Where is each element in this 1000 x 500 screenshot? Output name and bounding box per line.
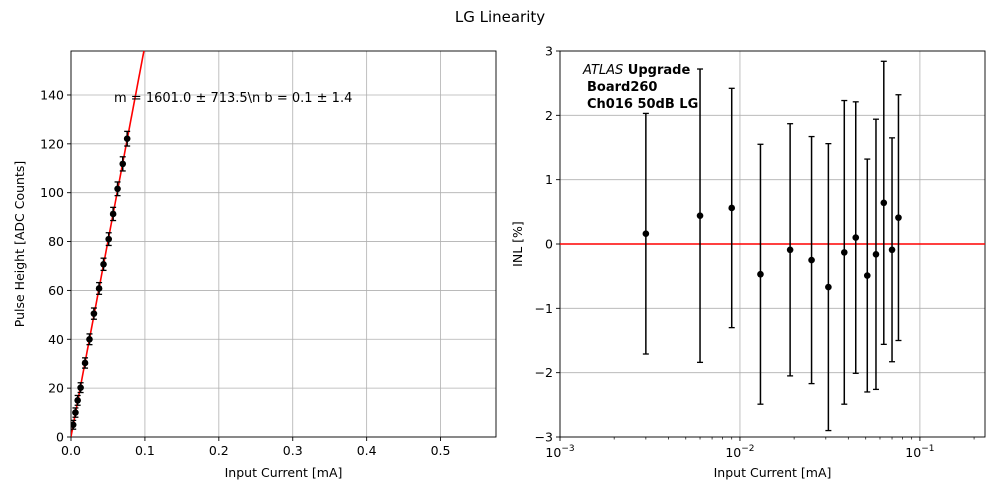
data-point [696, 68, 704, 364]
data-point [840, 99, 848, 405]
linearity-panel: 0.0 0.1 0.2 0.3 0.4 0.5 0 20 40 60 80 100 120 140 Inpu… [12, 50, 497, 480]
data-point [123, 130, 131, 147]
data-point [880, 60, 888, 346]
data-point [786, 123, 794, 377]
data-marker [728, 204, 736, 212]
data-marker [872, 250, 880, 258]
y-tick-label: 3 [545, 44, 553, 59]
y-tick-label: −3 [535, 430, 553, 445]
data-point [757, 143, 764, 405]
y-tick-label: 60 [48, 283, 64, 298]
data-marker [840, 249, 848, 256]
data-point [114, 181, 121, 197]
y-tick-label: −1 [535, 301, 553, 316]
x-tick-label: 0.4 [357, 443, 377, 458]
data-marker [863, 272, 871, 279]
data-marker [72, 409, 79, 416]
data-marker [105, 235, 112, 243]
data-marker [86, 335, 93, 343]
plot-area [71, 51, 145, 437]
data-marker [119, 160, 127, 168]
data-marker [696, 212, 704, 219]
x-tick-label: 10−1 [905, 444, 934, 460]
data-point [77, 382, 84, 394]
data-point [872, 118, 880, 391]
data-point [72, 407, 79, 418]
y-tick-label: 2 [545, 108, 553, 123]
data-point [895, 94, 902, 342]
figure-title: LG Linearity [455, 8, 545, 26]
data-point [95, 281, 103, 295]
data-marker [95, 285, 103, 292]
data-point [119, 156, 127, 172]
data-marker [123, 135, 131, 143]
data-marker [114, 185, 121, 193]
x-tick-label: 0.1 [135, 443, 155, 458]
data-point [825, 142, 832, 432]
y-tick-label: −2 [535, 365, 553, 380]
y-axis-label: Pulse Height [ADC Counts] [12, 161, 27, 327]
data-point [109, 206, 117, 222]
data-marker [100, 260, 107, 268]
fit-annotation: m = 1601.0 ± 713.5\n b = 0.1 ± 1.4 [114, 91, 352, 106]
data-marker [109, 210, 117, 218]
plot-frame [70, 50, 497, 438]
y-tick-label: 1 [545, 172, 553, 187]
data-point [90, 307, 98, 320]
data-marker [888, 246, 896, 254]
x-tick-label: 0.0 [61, 443, 81, 458]
label-line: Ch016 50dB LG [587, 97, 698, 112]
label-line: ATLAS Upgrade [582, 63, 690, 78]
x-tick-label: 0.2 [209, 443, 229, 458]
y-tick-label: 0 [545, 237, 553, 252]
y-tick-label: 40 [48, 332, 64, 347]
y-tick-label: 100 [40, 185, 64, 200]
data-marker [825, 283, 832, 291]
plot-area [560, 60, 985, 432]
x-tick-label: 10−3 [545, 444, 574, 460]
data-marker [77, 384, 84, 391]
y-tick-label: 0 [56, 430, 64, 445]
data-marker [74, 397, 81, 404]
y-tick-label: 140 [40, 87, 64, 102]
x-tick-label: 10−2 [725, 444, 754, 460]
label-line: Board260 [587, 80, 657, 95]
y-tick-label: 120 [40, 136, 64, 151]
x-tick-label: 0.5 [431, 443, 451, 458]
fit-line [71, 51, 145, 437]
data-marker [852, 234, 860, 241]
data-point [642, 112, 650, 355]
data-point [863, 158, 871, 393]
data-marker [71, 421, 77, 429]
data-marker [786, 246, 794, 254]
inl-panel: 10−3 10−2 10−1 −3 −2 −1 0 1 2 3 Input Current [mA]… [510, 44, 986, 480]
data-marker [895, 214, 902, 221]
data-point [74, 394, 81, 406]
data-point [808, 135, 815, 385]
y-tick-label: 20 [48, 381, 64, 396]
data-marker [81, 359, 89, 367]
data-point [105, 232, 112, 247]
data-point [852, 101, 860, 374]
data-point [100, 257, 107, 272]
data-point [888, 137, 896, 363]
data-point [71, 419, 77, 430]
data-marker [642, 230, 650, 238]
data-marker [90, 310, 98, 317]
x-axis-label: Input Current [mA] [714, 465, 832, 480]
data-point [86, 333, 93, 346]
data-marker [880, 199, 888, 207]
x-tick-label: 0.3 [283, 443, 303, 458]
y-axis-label: INL [%] [510, 221, 525, 267]
y-tick-label: 80 [48, 234, 64, 249]
data-marker [757, 270, 764, 278]
data-point [81, 357, 89, 369]
data-point [728, 87, 736, 329]
data-marker [808, 256, 815, 264]
x-axis-label: Input Current [mA] [225, 465, 343, 480]
